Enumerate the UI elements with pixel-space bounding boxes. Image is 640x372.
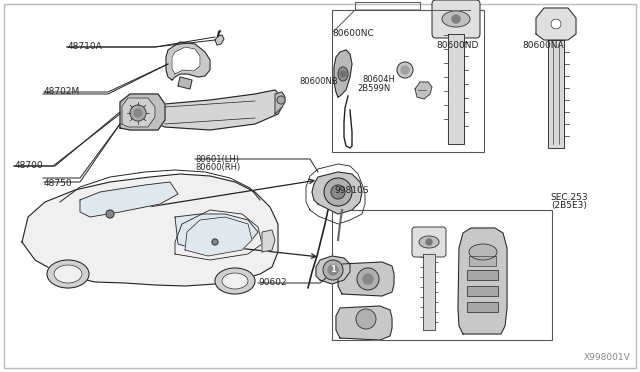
Text: 90602: 90602 [258,278,287,287]
Bar [467,286,498,296]
Circle shape [551,19,561,29]
Text: 80601(LH): 80601(LH) [195,155,239,164]
Circle shape [277,96,285,104]
Circle shape [324,178,352,206]
Circle shape [130,105,146,121]
Polygon shape [175,214,258,252]
Text: 80600ND: 80600ND [436,41,479,50]
Polygon shape [120,94,165,130]
Polygon shape [178,77,192,89]
Polygon shape [338,262,394,296]
FancyBboxPatch shape [412,227,446,257]
Polygon shape [548,40,564,148]
Ellipse shape [222,273,248,289]
Text: X998001V: X998001V [583,353,630,362]
Polygon shape [334,50,352,97]
Text: 48750: 48750 [44,179,72,187]
Bar [467,302,498,312]
Text: 80600NB: 80600NB [300,77,339,86]
Text: SEC.253: SEC.253 [550,193,588,202]
Polygon shape [22,174,278,286]
Circle shape [331,185,345,199]
Polygon shape [415,82,432,99]
Bar [332,10,484,152]
Polygon shape [448,34,464,144]
Ellipse shape [54,265,82,283]
Polygon shape [312,172,362,214]
Text: 48710A: 48710A [67,42,102,51]
Polygon shape [458,228,507,334]
Text: 80600NA: 80600NA [522,41,564,50]
Circle shape [106,210,114,218]
Ellipse shape [419,236,439,248]
Ellipse shape [469,244,497,260]
Ellipse shape [215,268,255,294]
Bar [467,270,498,280]
Circle shape [328,265,338,275]
Polygon shape [423,254,435,330]
Bar [469,256,496,266]
Circle shape [323,260,343,280]
Text: 48702M: 48702M [44,87,80,96]
Polygon shape [185,217,252,256]
Ellipse shape [338,67,348,81]
Polygon shape [166,42,210,80]
Circle shape [340,71,346,77]
Text: 80600(RH): 80600(RH) [195,163,241,172]
Ellipse shape [47,260,89,288]
Circle shape [452,15,460,23]
Circle shape [134,109,142,117]
Circle shape [212,239,218,245]
Polygon shape [80,182,178,217]
Circle shape [426,239,432,245]
Polygon shape [536,8,576,40]
Text: 48700: 48700 [14,161,43,170]
Circle shape [363,274,373,284]
Circle shape [356,309,376,329]
Polygon shape [262,230,275,252]
Polygon shape [316,256,350,284]
Polygon shape [172,47,200,74]
Text: 80600NC: 80600NC [333,29,374,38]
Polygon shape [152,90,282,130]
Circle shape [397,62,413,78]
Circle shape [357,268,379,290]
Text: 80604H: 80604H [362,76,395,84]
Bar [332,210,552,340]
Text: 1: 1 [330,266,336,275]
Circle shape [401,66,409,74]
Text: (2B5E3): (2B5E3) [552,201,588,210]
Polygon shape [336,306,392,340]
Polygon shape [122,98,155,127]
Text: 2B599N: 2B599N [357,84,390,93]
Ellipse shape [442,11,470,27]
Polygon shape [275,92,285,114]
Polygon shape [215,35,224,45]
FancyBboxPatch shape [432,0,480,38]
Text: 99810S: 99810S [334,186,369,195]
